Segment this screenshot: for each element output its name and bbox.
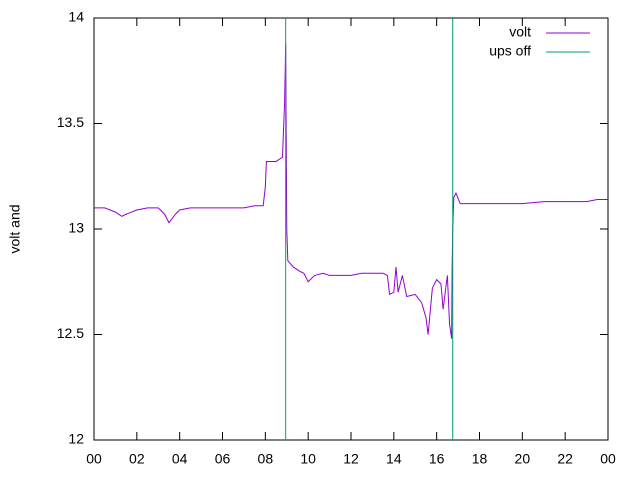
series-line — [94, 43, 608, 339]
y-tick-label: 12 — [68, 431, 84, 447]
x-tick-label: 04 — [172, 451, 188, 467]
x-tick-label: 22 — [557, 451, 573, 467]
plot-border — [93, 17, 609, 441]
x-tick-label: 20 — [515, 451, 531, 467]
y-axis-label: volt and — [7, 204, 23, 253]
x-tick-label: 12 — [343, 451, 359, 467]
y-tick-label: 12.5 — [57, 325, 84, 341]
legend-label: volt — [509, 24, 531, 40]
x-tick-label: 02 — [129, 451, 145, 467]
x-tick-label: 00 — [86, 451, 102, 467]
x-tick-label: 06 — [215, 451, 231, 467]
legend-label: ups off — [489, 43, 531, 59]
x-tick-label: 16 — [429, 451, 445, 467]
y-tick-label: 14 — [68, 9, 84, 25]
x-tick-label: 14 — [386, 451, 402, 467]
x-tick-label: 00 — [600, 451, 616, 467]
x-tick-label: 18 — [472, 451, 488, 467]
y-tick-label: 13 — [68, 220, 84, 236]
x-tick-label: 08 — [258, 451, 274, 467]
y-tick-label: 13.5 — [57, 114, 84, 130]
x-tick-label: 10 — [300, 451, 316, 467]
